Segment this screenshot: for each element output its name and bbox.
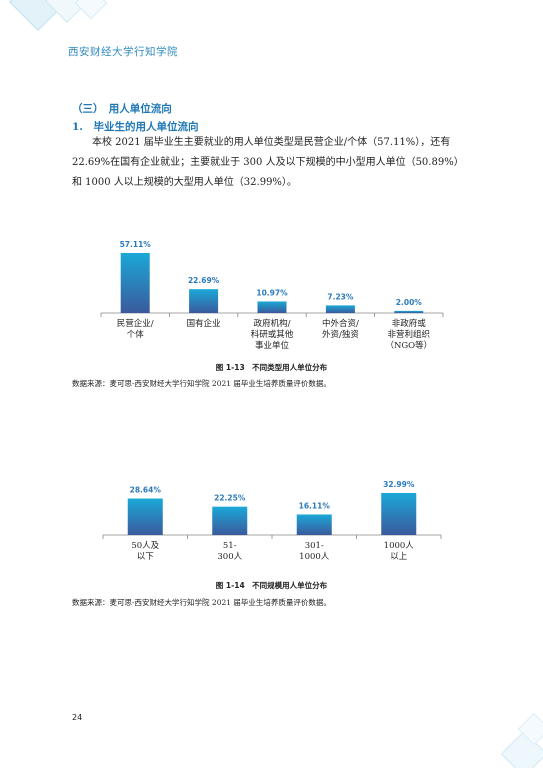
category-label: 中外合资/ bbox=[322, 318, 359, 329]
category-label: 300人 bbox=[217, 552, 242, 562]
category-label: （NGO等） bbox=[385, 340, 432, 351]
data-source-1: 数据来源：麦可思-西安财经大学行知学院 2021 届毕业生培养质量评价数据。 bbox=[72, 379, 331, 388]
bar bbox=[394, 310, 424, 313]
body-paragraph: 本校 2021 届毕业生主要就业的用人单位类型是民营企业/个体（57.11%），… bbox=[72, 137, 464, 188]
subsection-title: 1. 毕业生的用人单位流向 bbox=[72, 121, 199, 133]
figure-caption-1-13: 图 1-13 不同类型用人单位分布 bbox=[215, 363, 328, 372]
page-number: 24 bbox=[72, 713, 83, 722]
data-label: 32.99% bbox=[383, 480, 415, 489]
category-label: 民营企业/ bbox=[117, 318, 154, 329]
section-title: （三） 用人单位流向 bbox=[72, 103, 172, 115]
header-decoration bbox=[9, 0, 108, 31]
category-label: 非营利组织 bbox=[388, 329, 431, 340]
category-label: 1000人 bbox=[299, 552, 330, 562]
data-label: 28.64% bbox=[130, 486, 162, 495]
bar bbox=[127, 498, 163, 535]
category-label: 外资/独资 bbox=[322, 329, 359, 340]
data-label: 2.00% bbox=[396, 298, 423, 307]
institution-header: 西安财经大学行知学院 bbox=[68, 46, 178, 58]
category-label: 1000人 bbox=[384, 541, 415, 551]
category-label: 科研或其他 bbox=[251, 329, 294, 340]
category-label: 非政府或 bbox=[392, 318, 427, 329]
bar bbox=[325, 305, 355, 313]
data-source-2: 数据来源：麦可思-西安财经大学行知学院 2021 届毕业生培养质量评价数据。 bbox=[72, 598, 331, 607]
footer-decoration bbox=[500, 712, 543, 768]
unit-size-bar-chart: 28.64%50人及以下22.25%51-300人16.11%301-1000人… bbox=[102, 480, 442, 562]
category-label: 个体 bbox=[127, 329, 145, 340]
category-label: 国有企业 bbox=[187, 318, 221, 329]
category-label: 51- bbox=[223, 541, 237, 551]
category-label: 事业单位 bbox=[255, 340, 290, 351]
figure-caption-1-14: 图 1-14 不同规模用人单位分布 bbox=[215, 581, 328, 590]
category-label: 政府机构/ bbox=[254, 318, 291, 329]
data-label: 22.25% bbox=[214, 494, 246, 503]
data-label: 16.11% bbox=[299, 501, 331, 510]
bar bbox=[212, 506, 248, 535]
category-label: 以下 bbox=[137, 552, 155, 562]
category-label: 以上 bbox=[390, 552, 408, 562]
category-label: 50人及 bbox=[131, 541, 159, 551]
bar bbox=[257, 301, 287, 313]
data-label: 22.69% bbox=[188, 276, 220, 285]
bar bbox=[189, 289, 219, 313]
unit-type-bar-chart: 57.11% 民营企业/个体 22.69% 国有企业 10.97% 政府机构/科研或其他事… bbox=[100, 240, 444, 351]
bar bbox=[296, 514, 332, 535]
bar bbox=[120, 253, 150, 313]
category-label: 301- bbox=[305, 541, 324, 551]
data-label: 10.97% bbox=[256, 288, 288, 297]
data-label: 57.11% bbox=[120, 240, 152, 249]
bar bbox=[381, 493, 417, 535]
data-label: 7.23% bbox=[327, 292, 354, 301]
